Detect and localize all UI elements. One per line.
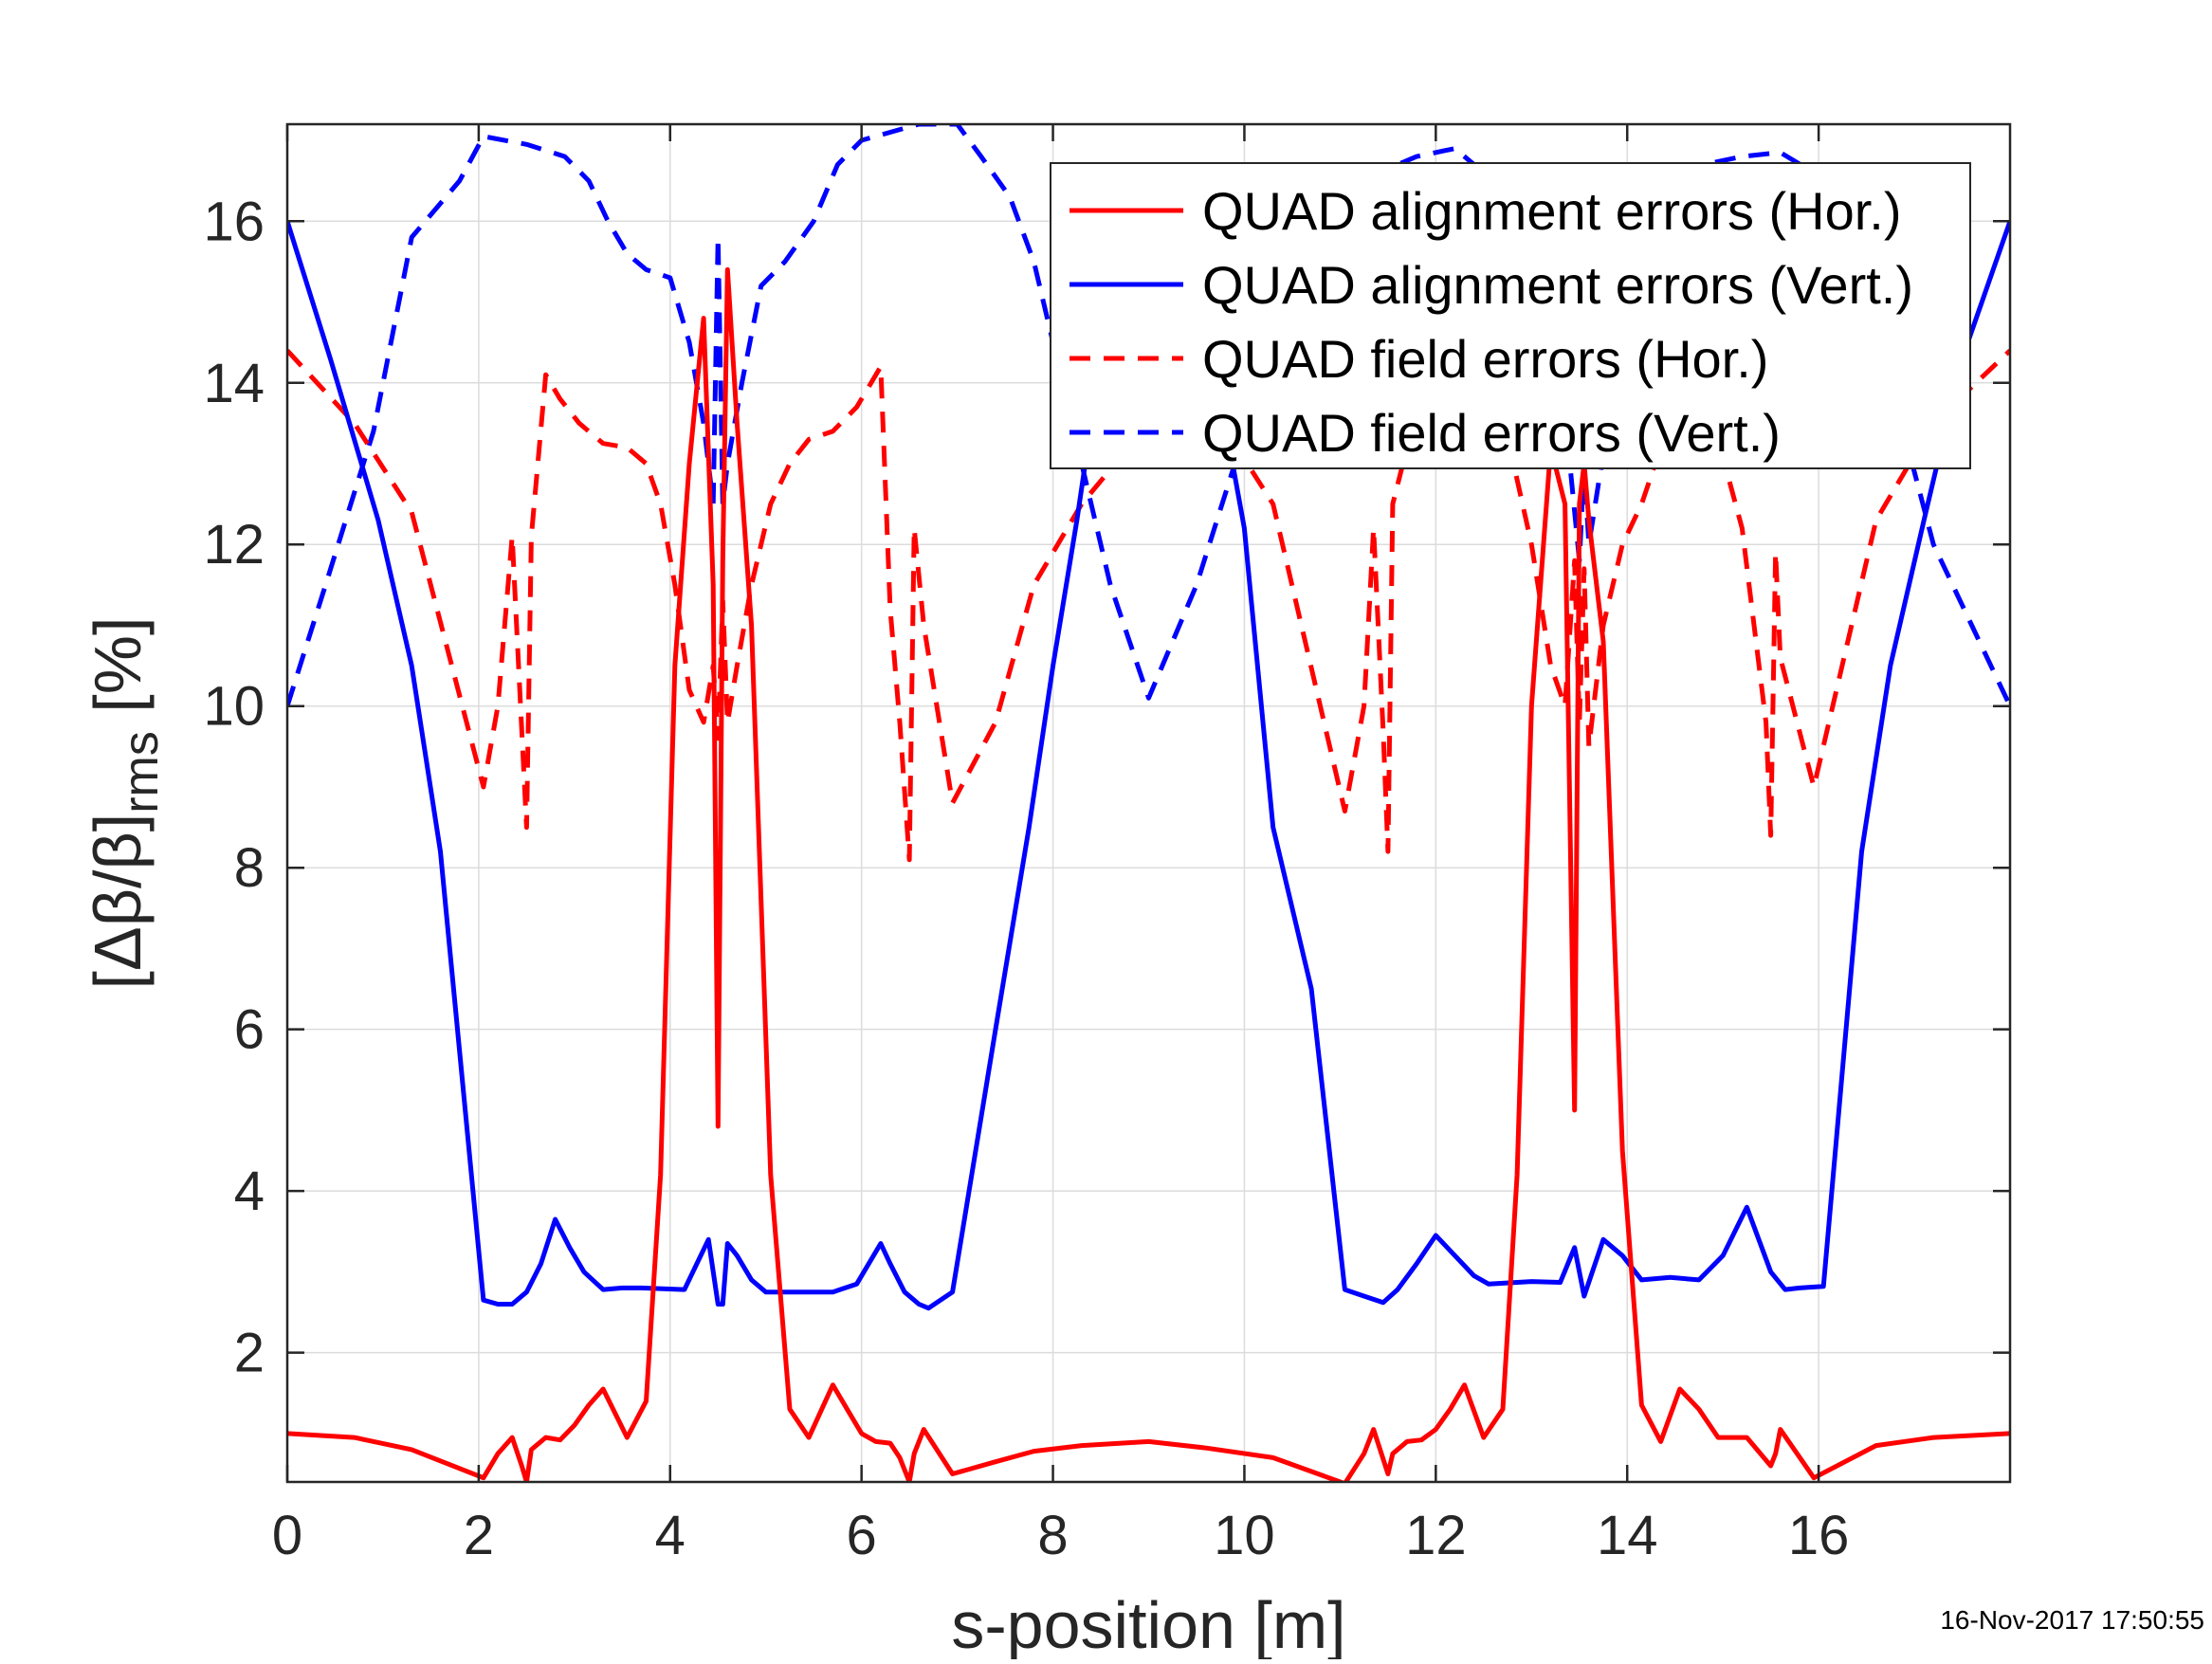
y-tick-label: 12: [203, 514, 265, 576]
series-line-quad-alignment-errors-vert: [287, 218, 2010, 1311]
x-axis-label: s-position [m]: [951, 1588, 1345, 1659]
x-tick-label: 6: [847, 1505, 877, 1566]
x-tick-label: 10: [1214, 1505, 1275, 1566]
plot-frame: [285, 122, 2012, 1484]
x-tick-label: 14: [1597, 1505, 1658, 1566]
x-tick-label: 4: [655, 1505, 686, 1566]
legend-entries: QUAD alignment errors (Hor.) QUAD alignme…: [1069, 181, 1913, 463]
x-tick-label: 12: [1405, 1505, 1467, 1566]
ticks: 0 2 4 6 8 10 12 14 16 2 4 6 8 10 12 14 16: [203, 124, 2010, 1566]
y-tick-label: 8: [234, 837, 265, 899]
x-tick-label: 8: [1037, 1505, 1068, 1566]
y-axis-label-main: [Δβ/β]: [81, 814, 155, 990]
x-tick-label: 0: [272, 1505, 302, 1566]
legend-label: QUAD field errors (Hor.): [1202, 329, 1768, 389]
y-tick-label: 14: [203, 353, 265, 414]
y-axis-label-unit: [%]: [81, 617, 155, 732]
legend-box: [1050, 162, 1971, 469]
y-axis-label: [Δβ/β]rms [%]: [81, 617, 169, 990]
x-tick-label: 2: [464, 1505, 494, 1566]
y-tick-label: 6: [234, 999, 265, 1061]
y-tick-label: 16: [203, 191, 265, 252]
legend-label: QUAD alignment errors (Hor.): [1202, 181, 1902, 241]
legend-label: QUAD field errors (Vert.): [1202, 403, 1781, 463]
legend-label: QUAD alignment errors (Vert.): [1202, 255, 1913, 315]
x-tick-label: 16: [1788, 1505, 1850, 1566]
series-line-quad-alignment-errors-hor: [287, 266, 2010, 1482]
timestamp: 16-Nov-2017 17:50:55: [1940, 1605, 2204, 1635]
y-axis-label-subscript: rms: [114, 731, 169, 814]
y-tick-label: 2: [234, 1323, 265, 1384]
y-tick-label: 4: [234, 1161, 265, 1222]
legend: QUAD alignment errors (Hor.) QUAD alignme…: [1050, 162, 1971, 469]
y-tick-label: 10: [203, 676, 265, 738]
